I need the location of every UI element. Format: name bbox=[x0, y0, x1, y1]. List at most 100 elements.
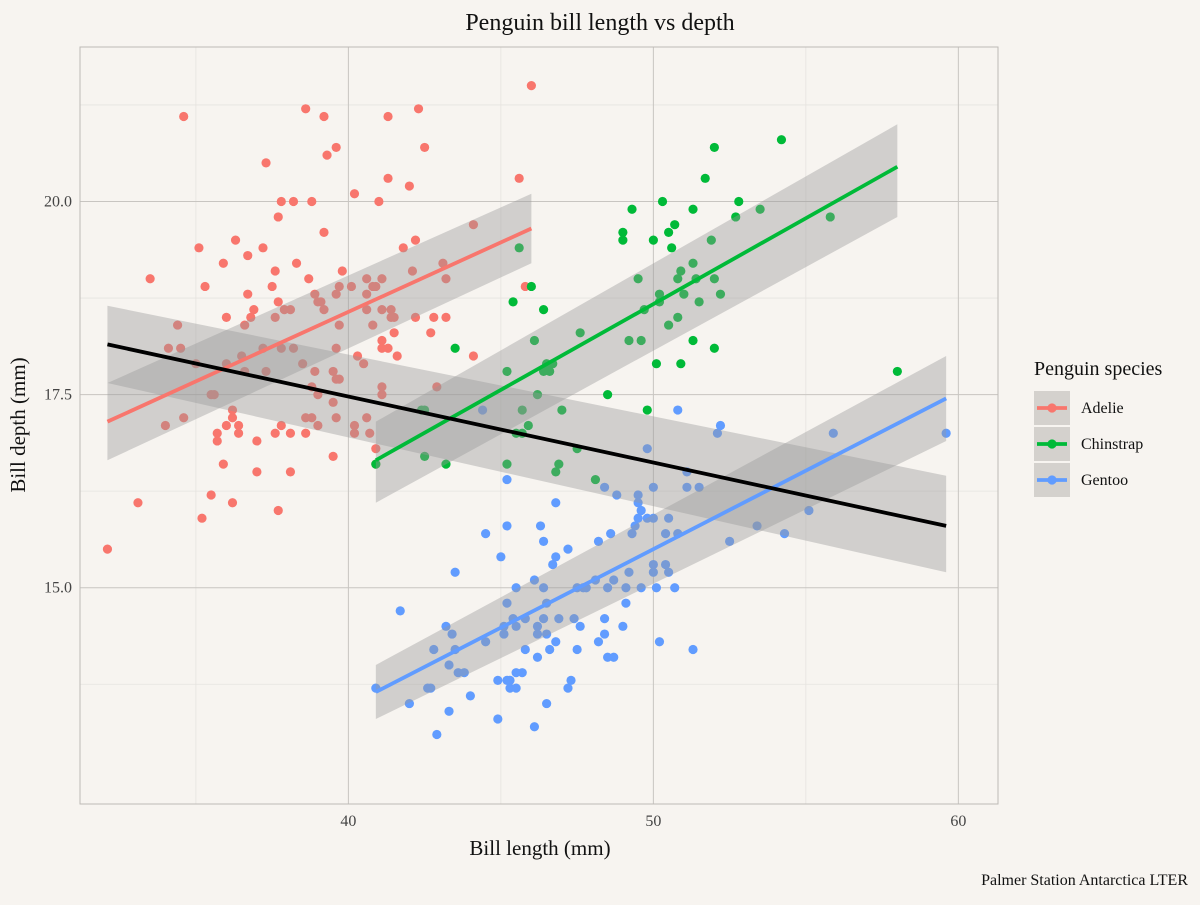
data-point-gentoo bbox=[450, 567, 460, 577]
data-point-adelie bbox=[252, 436, 262, 446]
data-point-adelie bbox=[285, 428, 296, 438]
data-point-adelie bbox=[291, 258, 302, 268]
regression-line-chinstrap bbox=[374, 165, 899, 462]
data-point-gentoo bbox=[465, 691, 475, 701]
data-point-gentoo bbox=[538, 614, 549, 624]
data-point-gentoo bbox=[712, 428, 723, 438]
data-point-gentoo bbox=[542, 698, 552, 709]
data-point-gentoo bbox=[429, 644, 439, 655]
series-gentoo-points bbox=[371, 405, 951, 740]
data-point-chinstrap bbox=[523, 420, 533, 431]
data-point-adelie bbox=[273, 297, 283, 307]
data-point-adelie bbox=[243, 250, 253, 261]
data-point-adelie bbox=[410, 312, 421, 322]
data-point-adelie bbox=[233, 428, 244, 438]
data-point-adelie bbox=[352, 351, 363, 361]
confidence-band-gentoo bbox=[375, 355, 947, 720]
data-point-chinstrap bbox=[636, 335, 646, 346]
data-point-chinstrap bbox=[688, 204, 698, 214]
data-point-adelie bbox=[328, 366, 338, 377]
data-point-gentoo bbox=[624, 567, 634, 577]
data-point-adelie bbox=[316, 297, 326, 307]
data-point-chinstrap bbox=[709, 274, 719, 284]
data-point-adelie bbox=[267, 281, 277, 292]
legend: Adelie Chinstrap Gentoo bbox=[1034, 391, 1143, 497]
data-point-adelie bbox=[404, 181, 414, 191]
data-point-adelie bbox=[349, 428, 360, 438]
data-point-gentoo bbox=[673, 405, 683, 415]
regression-line-overall bbox=[107, 342, 947, 528]
data-point-gentoo bbox=[664, 567, 674, 577]
data-point-gentoo bbox=[670, 583, 680, 593]
data-point-adelie bbox=[179, 111, 189, 122]
data-point-adelie bbox=[310, 366, 320, 377]
data-point-gentoo bbox=[499, 629, 509, 639]
data-point-chinstrap bbox=[709, 343, 719, 353]
data-point-chinstrap bbox=[688, 258, 698, 268]
data-point-gentoo bbox=[603, 583, 613, 593]
data-point-adelie bbox=[249, 305, 259, 315]
data-point-adelie bbox=[349, 189, 360, 199]
data-point-adelie bbox=[176, 343, 186, 353]
data-point-gentoo bbox=[688, 644, 698, 655]
data-point-chinstrap bbox=[667, 243, 677, 253]
data-point-adelie bbox=[313, 420, 323, 431]
data-point-adelie bbox=[386, 305, 396, 315]
legend-key-point bbox=[1047, 475, 1057, 485]
data-point-adelie bbox=[276, 420, 286, 431]
data-point-adelie bbox=[365, 428, 375, 438]
data-point-adelie bbox=[377, 305, 387, 315]
data-point-chinstrap bbox=[624, 335, 634, 346]
data-point-gentoo bbox=[404, 698, 414, 709]
data-point-adelie bbox=[334, 320, 344, 330]
data-point-gentoo bbox=[636, 583, 646, 593]
data-point-adelie bbox=[426, 328, 436, 338]
data-point-adelie bbox=[243, 289, 253, 299]
data-point-chinstrap bbox=[526, 281, 536, 292]
data-point-adelie bbox=[429, 312, 439, 322]
data-point-chinstrap bbox=[825, 212, 835, 222]
data-point-gentoo bbox=[621, 598, 631, 608]
data-point-adelie bbox=[298, 359, 308, 369]
data-point-adelie bbox=[334, 281, 344, 292]
data-point-gentoo bbox=[648, 513, 658, 523]
data-point-gentoo bbox=[542, 629, 552, 639]
data-point-adelie bbox=[389, 312, 399, 322]
data-point-gentoo bbox=[569, 614, 579, 624]
data-point-gentoo bbox=[694, 482, 704, 492]
data-point-gentoo bbox=[538, 536, 549, 546]
data-point-chinstrap bbox=[618, 235, 628, 245]
data-point-adelie bbox=[346, 281, 357, 292]
data-point-adelie bbox=[377, 335, 387, 346]
data-point-gentoo bbox=[593, 637, 604, 647]
data-point-chinstrap bbox=[538, 305, 549, 315]
data-point-chinstrap bbox=[657, 196, 668, 207]
data-point-adelie bbox=[362, 289, 372, 299]
data-point-gentoo bbox=[511, 683, 521, 693]
data-point-adelie bbox=[514, 173, 524, 183]
data-point-adelie bbox=[172, 320, 183, 330]
data-point-adelie bbox=[307, 196, 317, 207]
data-point-adelie bbox=[179, 413, 189, 423]
chart-caption: Palmer Station Antarctica LTER bbox=[981, 872, 1188, 889]
data-point-chinstrap bbox=[517, 405, 527, 415]
data-point-gentoo bbox=[502, 598, 512, 608]
data-point-chinstrap bbox=[892, 366, 902, 377]
data-point-adelie bbox=[319, 305, 329, 315]
data-point-chinstrap bbox=[670, 220, 680, 230]
data-point-adelie bbox=[319, 111, 329, 122]
data-point-adelie bbox=[288, 196, 299, 207]
data-point-gentoo bbox=[609, 652, 619, 662]
data-point-gentoo bbox=[715, 420, 726, 431]
data-point-gentoo bbox=[752, 521, 762, 531]
data-point-gentoo bbox=[529, 722, 540, 732]
data-point-gentoo bbox=[545, 644, 555, 655]
data-point-gentoo bbox=[648, 482, 658, 492]
legend-key-point bbox=[1047, 439, 1057, 449]
data-point-gentoo bbox=[520, 644, 530, 655]
data-point-adelie bbox=[197, 513, 207, 523]
data-point-adelie bbox=[441, 312, 451, 322]
data-point-chinstrap bbox=[575, 328, 585, 338]
data-point-chinstrap bbox=[603, 390, 613, 400]
data-point-chinstrap bbox=[618, 227, 628, 237]
